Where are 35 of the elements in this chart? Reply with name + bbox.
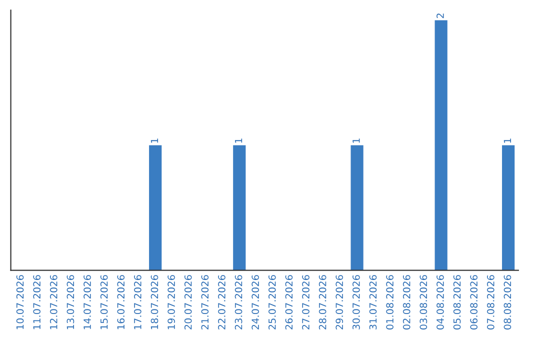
x-tick-label: 16.07.2026 xyxy=(117,275,125,330)
data-label: 1 xyxy=(352,138,360,143)
x-tick-label: 06.08.2026 xyxy=(470,275,478,330)
x-tick-label: 24.07.2026 xyxy=(252,275,260,330)
x-tick-label: 15.07.2026 xyxy=(100,275,108,330)
data-label: 1 xyxy=(234,138,242,143)
x-tick-label: 20.07.2026 xyxy=(184,275,192,330)
x-tick-label: 03.08.2026 xyxy=(420,275,428,330)
x-tick-label: 18.07.2026 xyxy=(150,275,158,330)
x-tick-label: 12.07.2026 xyxy=(50,275,58,330)
x-tick-label: 29.07.2026 xyxy=(336,275,344,330)
x-tick-label: 28.07.2026 xyxy=(318,275,326,330)
x-tick-label: 13.07.2026 xyxy=(66,275,74,330)
x-tick-label: 23.07.2026 xyxy=(234,275,242,330)
x-tick-label: 17.07.2026 xyxy=(134,275,142,330)
data-label: 1 xyxy=(150,138,158,143)
x-tick-label: 11.07.2026 xyxy=(33,275,41,330)
x-tick-label: 04.08.2026 xyxy=(436,275,444,330)
x-tick-label: 30.07.2026 xyxy=(352,275,360,330)
x-tick-label: 27.07.2026 xyxy=(302,275,310,330)
x-tick-label: 25.07.2026 xyxy=(268,275,276,330)
x-tick-label: 07.08.2026 xyxy=(486,275,494,330)
x-tick-label: 26.07.2026 xyxy=(285,275,293,330)
x-tick-label: 05.08.2026 xyxy=(453,275,461,330)
x-tick-label: 31.07.2026 xyxy=(369,275,377,330)
x-tick-label: 19.07.2026 xyxy=(168,275,175,330)
x-tick-label: 21.07.2026 xyxy=(201,275,209,330)
data-label: 1 xyxy=(504,138,511,143)
x-tick-label: 14.07.2026 xyxy=(84,275,91,330)
x-tick-label: 08.08.2026 xyxy=(504,275,512,330)
x-tick-label: 10.07.2026 xyxy=(16,275,24,330)
x-tick-label: 01.08.2026 xyxy=(386,275,394,330)
data-label: 2 xyxy=(436,14,444,18)
x-tick-label: 22.07.2026 xyxy=(218,275,226,330)
x-tick-label: 02.08.2026 xyxy=(402,275,410,330)
